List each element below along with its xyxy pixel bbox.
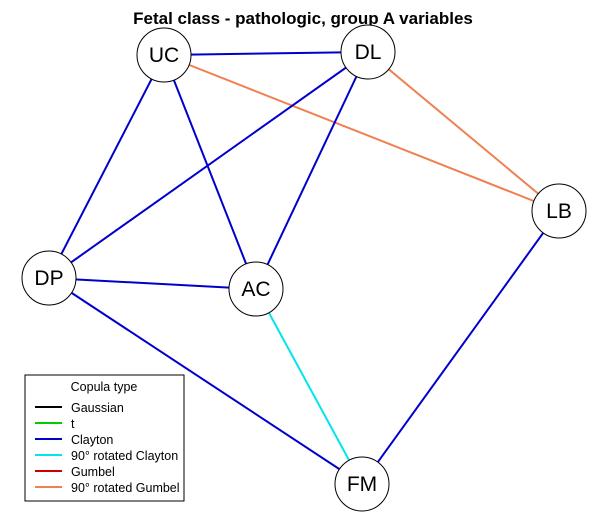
node-uc: UC bbox=[136, 27, 192, 83]
node-label: AC bbox=[241, 278, 270, 301]
node-fm: FM bbox=[334, 456, 390, 512]
legend-item-label: Clayton bbox=[71, 433, 113, 447]
node-circle bbox=[21, 250, 77, 306]
node-label: FM bbox=[347, 473, 377, 496]
node-label: DP bbox=[34, 267, 63, 290]
legend-item: 90° rotated Gumbel bbox=[35, 481, 180, 495]
edge-layer bbox=[48, 51, 560, 485]
edge-dp-ac bbox=[48, 277, 257, 290]
node-label: LB bbox=[546, 200, 572, 223]
legend-item: 90° rotated Clayton bbox=[35, 449, 178, 463]
legend-item-label: 90° rotated Clayton bbox=[71, 449, 178, 463]
edge-dl-ac bbox=[255, 51, 369, 290]
node-label: UC bbox=[149, 44, 179, 67]
node-dl: DL bbox=[340, 24, 396, 80]
edge-uc-ac bbox=[163, 54, 257, 290]
edge-dl-lb bbox=[367, 51, 560, 212]
node-circle bbox=[136, 27, 192, 83]
legend-title: Copula type bbox=[71, 380, 138, 394]
legend-item-label: Gumbel bbox=[71, 465, 115, 479]
edge-ac-fm bbox=[255, 288, 363, 485]
node-label: DL bbox=[355, 41, 382, 64]
node-circle bbox=[340, 24, 396, 80]
edge-lb-fm bbox=[361, 210, 560, 485]
node-circle bbox=[334, 456, 390, 512]
node-lb: LB bbox=[531, 183, 587, 239]
edge-dp-fm bbox=[48, 277, 363, 485]
legend-item: Gaussian bbox=[35, 401, 124, 415]
legend-item-label: 90° rotated Gumbel bbox=[71, 481, 180, 495]
edge-uc-dp bbox=[48, 54, 165, 279]
legend-items: Gaussian t Clayton 90° rotated Clayton Gumbe… bbox=[35, 401, 180, 495]
node-dp: DP bbox=[21, 250, 77, 306]
node-ac: AC bbox=[228, 261, 284, 317]
legend-item: Clayton bbox=[35, 433, 113, 447]
edge-uc-dl bbox=[163, 51, 369, 56]
edge-dl-dp bbox=[48, 51, 369, 279]
legend-item-label: t bbox=[71, 417, 75, 431]
legend-item: Gumbel bbox=[35, 465, 115, 479]
node-circle bbox=[531, 183, 587, 239]
legend: Copula type Gaussian t Clayton 90° rotated … bbox=[24, 374, 185, 502]
node-layer: UC DL LB DP AC FM bbox=[21, 24, 587, 512]
diagram-title: Fetal class - pathologic, group A variab… bbox=[133, 9, 473, 28]
node-circle bbox=[228, 261, 284, 317]
legend-item: t bbox=[35, 417, 75, 431]
legend-item-label: Gaussian bbox=[71, 401, 124, 415]
edge-uc-lb bbox=[163, 54, 560, 212]
